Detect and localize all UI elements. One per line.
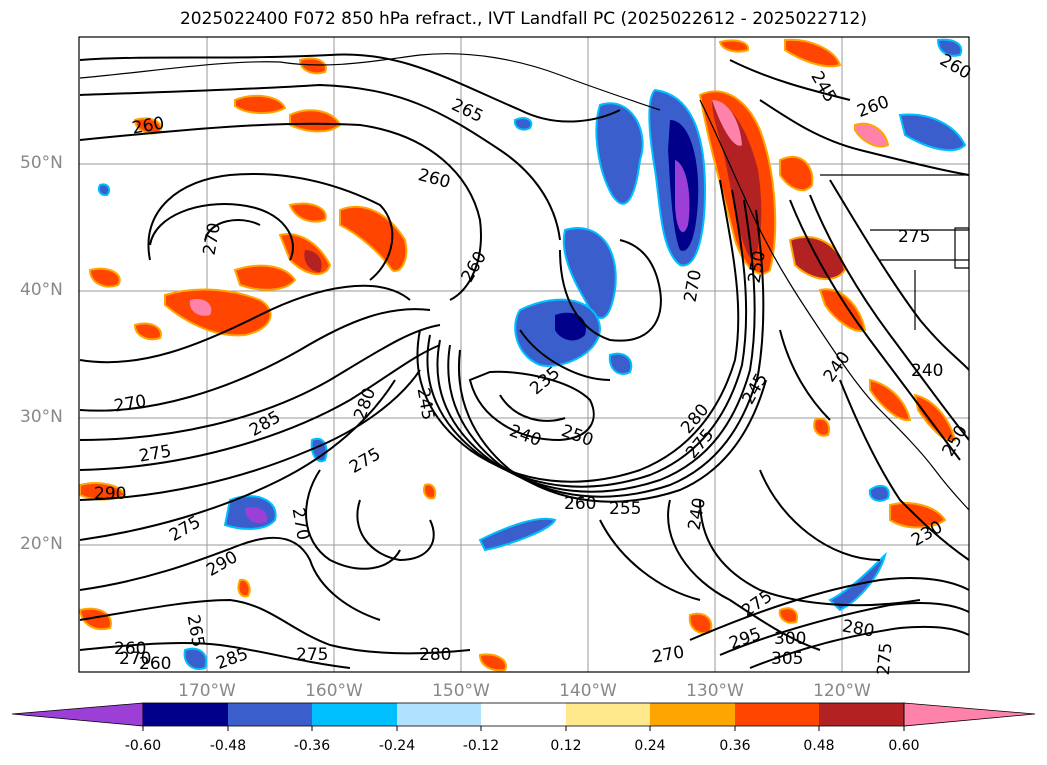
colorbar — [11, 702, 1036, 731]
colorbar-label: -0.36 — [293, 738, 331, 754]
colorbar-label: 0.36 — [719, 738, 751, 754]
lon-label-120w: 120°W — [813, 681, 871, 701]
colorbar-label: 0.60 — [888, 738, 920, 754]
colorbar-label: -0.60 — [124, 738, 162, 754]
refractivity-contours — [79, 53, 969, 669]
lat-label-20n: 20°N — [20, 534, 63, 554]
map-plot-area — [79, 37, 969, 672]
colorbar-label: 0.48 — [803, 738, 835, 754]
lat-label-50n: 50°N — [20, 153, 63, 173]
contour-label: 280 — [419, 645, 452, 665]
contour-label: 240 — [911, 361, 944, 381]
contour-label: 290 — [94, 484, 127, 504]
colorbar-label: -0.48 — [209, 738, 247, 754]
contour-label: 260 — [564, 494, 597, 514]
lat-label-30n: 30°N — [20, 407, 63, 427]
contour-label: 260 — [114, 639, 147, 659]
lon-label-150w: 150°W — [432, 681, 490, 701]
map-frame — [78, 36, 970, 673]
colorbar-label: -0.12 — [462, 738, 500, 754]
coastlines — [79, 53, 969, 511]
contour-label: 260 — [139, 654, 172, 674]
lon-label-130w: 130°W — [686, 681, 744, 701]
contour-label: 300 — [774, 629, 807, 649]
contour-label: 270 — [119, 649, 152, 669]
figure-title: 2025022400 F072 850 hPa refract., IVT La… — [179, 9, 867, 29]
colorbar-label: -0.24 — [378, 738, 416, 754]
lon-label-140w: 140°W — [559, 681, 617, 701]
contour-label: 275 — [296, 645, 329, 665]
contour-label: 275 — [898, 227, 931, 247]
contour-label: 305 — [771, 649, 804, 669]
colorbar-label: 0.24 — [634, 738, 666, 754]
lon-label-170w: 170°W — [178, 681, 236, 701]
contour-label: 255 — [609, 499, 642, 519]
colorbar-label: 0.12 — [550, 738, 582, 754]
lat-label-40n: 40°N — [20, 280, 63, 300]
lon-label-160w: 160°W — [305, 681, 363, 701]
contour-label: 275 — [873, 641, 897, 677]
